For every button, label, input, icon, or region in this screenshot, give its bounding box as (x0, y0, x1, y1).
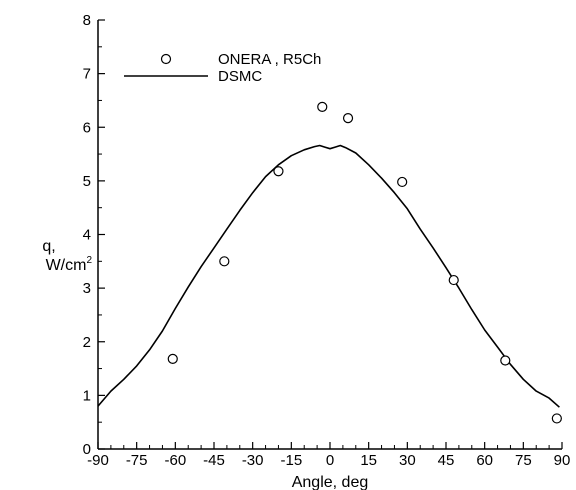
x-tick-label: 30 (399, 452, 416, 469)
onera-point (273, 166, 284, 177)
y-axis-title-unit: W/cm2 (46, 255, 93, 274)
legend-label-dsmc: DSMC (218, 68, 262, 85)
x-tick-label: 15 (360, 452, 377, 469)
x-tick-label: -75 (126, 452, 148, 469)
x-tick-label: 0 (326, 452, 334, 469)
x-axis-title: Angle, deg (292, 474, 369, 490)
x-tick-label: -90 (87, 452, 109, 469)
x-tick-label: 45 (438, 452, 455, 469)
onera-point (448, 274, 459, 286)
y-tick-label: 6 (83, 119, 91, 136)
x-tick-label: -45 (203, 452, 225, 469)
onera-point (219, 256, 230, 267)
x-tick-label: 60 (476, 452, 493, 469)
onera-point (500, 355, 511, 366)
plot-frame (97, 20, 562, 450)
x-tick-label: -15 (280, 452, 302, 469)
onera-point (551, 413, 562, 424)
y-tick-label: 7 (83, 66, 91, 83)
x-tick-label: 75 (515, 452, 532, 469)
onera-series (167, 101, 562, 424)
legend: ONERA , R5Ch DSMC (124, 51, 321, 85)
y-tick-label: 2 (83, 334, 91, 351)
y-axis-ticks: 0 1 2 3 4 5 6 7 8 (83, 12, 105, 458)
y-tick-label: 3 (83, 280, 91, 297)
x-tick-label: 90 (554, 452, 571, 469)
y-tick-label: 1 (83, 387, 91, 404)
y-tick-label: 4 (83, 227, 91, 244)
y-axis-title: q, W/cm2 (42, 238, 92, 274)
onera-point (167, 353, 178, 365)
dsmc-series (97, 144, 560, 408)
onera-point (342, 113, 354, 124)
x-tick-label: -60 (164, 452, 186, 469)
y-tick-label: 5 (83, 173, 91, 190)
y-tick-label: 0 (83, 441, 91, 458)
x-tick-label: -30 (242, 452, 264, 469)
legend-marker-onera (160, 53, 172, 65)
dsmc-line (97, 144, 560, 408)
x-axis-ticks: -90 -75 -60 -45 -30 -15 0 15 30 45 60 75 90 (87, 442, 570, 469)
onera-point (317, 101, 328, 112)
legend-label-onera: ONERA , R5Ch (218, 51, 321, 68)
y-axis-title-symbol: q, (42, 238, 55, 255)
y-tick-label: 8 (83, 12, 91, 29)
onera-point (397, 176, 408, 188)
